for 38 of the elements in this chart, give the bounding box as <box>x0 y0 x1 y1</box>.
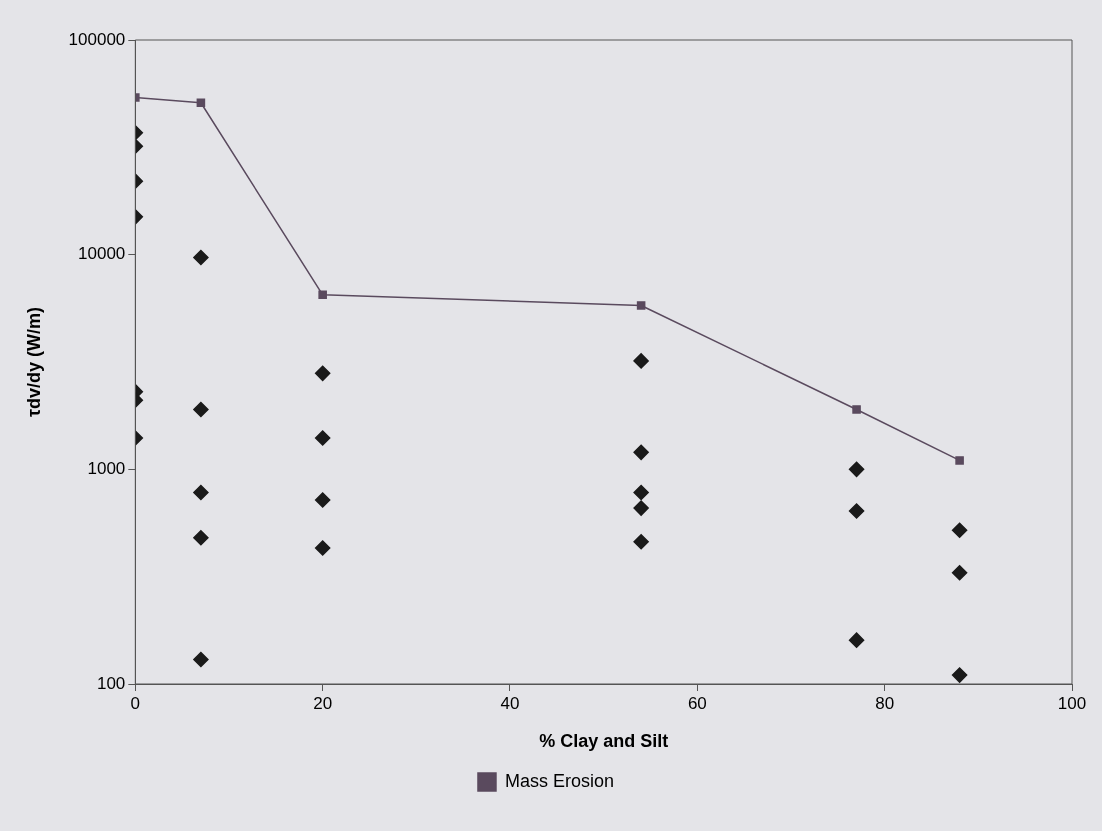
x-tick-label: 60 <box>687 693 707 713</box>
point <box>314 365 331 382</box>
point <box>196 98 206 108</box>
point <box>951 522 968 539</box>
point <box>314 492 331 508</box>
x-tick-label: 80 <box>875 693 895 713</box>
x-tick-label: 100 <box>1057 693 1087 713</box>
point <box>852 405 861 414</box>
x-axis-title: % Clay and Silt <box>539 731 669 752</box>
point <box>848 461 865 478</box>
point <box>633 533 649 550</box>
point <box>848 503 865 519</box>
point <box>636 301 646 310</box>
legend-label: Mass Erosion <box>504 770 615 791</box>
point <box>633 353 649 369</box>
point <box>955 456 964 465</box>
x-tick-label: 20 <box>313 693 333 713</box>
y-tick-label: 100 <box>96 673 126 693</box>
point <box>633 500 649 516</box>
point <box>951 564 968 581</box>
point <box>193 530 209 546</box>
y-tick-label: 10000 <box>78 244 126 264</box>
point <box>193 401 209 418</box>
point <box>633 444 649 461</box>
point <box>193 484 209 501</box>
x-tick-label: 40 <box>500 693 520 713</box>
point <box>314 540 331 556</box>
x-tick-label: 0 <box>130 693 141 713</box>
point <box>193 651 209 668</box>
point <box>951 667 968 683</box>
point <box>193 249 209 266</box>
y-tick-label: 100000 <box>68 29 126 49</box>
y-axis-title: τdv/dy (W/m) <box>23 306 44 418</box>
point <box>318 290 327 300</box>
point <box>314 430 331 446</box>
y-tick-label: 1000 <box>87 459 126 479</box>
point <box>633 484 649 501</box>
point <box>848 632 865 648</box>
